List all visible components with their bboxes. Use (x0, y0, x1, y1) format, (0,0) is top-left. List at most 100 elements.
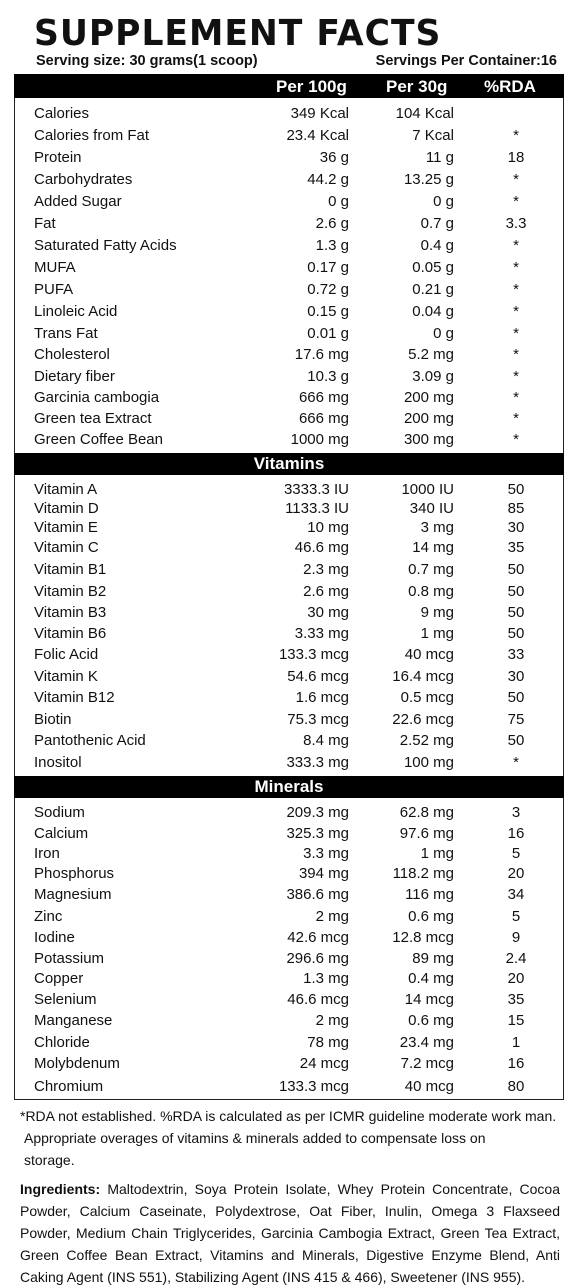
value-per-30g: 0.6 mg (408, 1012, 454, 1029)
table-row: Trans Fat 0.01 g 0 g * (14, 323, 564, 345)
ingredients-text: Maltodextrin, Soya Protein Isolate, Whey… (20, 1181, 560, 1285)
value-per-30g: 104 Kcal (395, 105, 454, 122)
value-per-30g: 89 mg (412, 950, 454, 967)
value-rda: 34 (507, 886, 525, 903)
nutrient-name: Vitamin A (34, 481, 98, 498)
value-per-100g: 23.4 Kcal (286, 127, 349, 144)
value-rda: 50 (507, 583, 525, 600)
serving-size: Serving size: 30 grams(1 scoop) (36, 53, 258, 69)
footnote-overages: Appropriate overages of vitamins & miner… (24, 1130, 486, 1146)
value-per-30g: 11 g (425, 149, 454, 166)
table-row: Calories 349 Kcal 104 Kcal (14, 103, 564, 125)
value-per-30g: 340 IU (409, 500, 454, 517)
column-per-100g: Per 100g (276, 77, 347, 96)
value-per-30g: 62.8 mg (399, 804, 454, 821)
value-per-30g: 118.2 mg (392, 865, 454, 882)
value-rda: 33 (507, 646, 525, 663)
value-per-30g: 0.7 mg (408, 561, 454, 578)
value-per-30g: 7 Kcal (412, 127, 454, 144)
table-row: Zinc 2 mg 0.6 mg 5 (14, 906, 564, 928)
nutrient-name: Fat (34, 215, 56, 232)
nutrient-name: Iron (34, 845, 60, 862)
table-row: Selenium 46.6 mcg 14 mcg 35 (14, 989, 564, 1011)
value-per-100g: 394 mg (298, 865, 349, 882)
value-per-100g: 386.6 mg (286, 886, 349, 903)
value-per-100g: 2 mg (315, 1012, 349, 1029)
nutrient-name: Vitamin B12 (34, 689, 115, 706)
table-row: Carbohydrates 44.2 g 13.25 g * (14, 169, 564, 191)
table-row: MUFA 0.17 g 0.05 g * (14, 257, 564, 279)
value-per-30g: 16.4 mcg (392, 668, 454, 685)
value-rda: * (513, 193, 519, 210)
nutrient-name: Calcium (34, 825, 89, 842)
value-rda: * (513, 368, 519, 385)
value-per-30g: 200 mg (403, 410, 454, 427)
table-row: Chloride 78 mg 23.4 mg 1 (14, 1032, 564, 1054)
value-per-100g: 24 mcg (299, 1055, 349, 1072)
value-per-30g: 0.04 g (412, 303, 454, 320)
value-per-30g: 0.05 g (412, 259, 454, 276)
value-per-100g: 666 mg (298, 389, 349, 406)
nutrient-name: Dietary fiber (34, 368, 115, 385)
table-row: Biotin 75.3 mcg 22.6 mcg 75 (14, 709, 564, 731)
nutrient-name: Manganese (34, 1012, 113, 1029)
nutrient-name: Inositol (34, 754, 82, 771)
value-rda: * (513, 259, 519, 276)
table-row: Chromium 133.3 mcg 40 mcg 80 (14, 1076, 564, 1098)
table-row: Saturated Fatty Acids 1.3 g 0.4 g * (14, 235, 564, 257)
value-rda: 50 (507, 625, 525, 642)
value-per-30g: 14 mg (412, 539, 454, 556)
value-per-30g: 9 mg (420, 604, 454, 621)
value-rda: 9 (511, 929, 521, 946)
value-rda: * (513, 171, 519, 188)
value-rda: 35 (507, 991, 525, 1008)
value-per-100g: 8.4 mg (303, 732, 349, 749)
value-per-30g: 40 mcg (404, 1078, 454, 1095)
value-per-100g: 44.2 g (307, 171, 349, 188)
table-row: Cholesterol 17.6 mg 5.2 mg * (14, 344, 564, 366)
value-per-100g: 666 mg (298, 410, 349, 427)
nutrient-name: Saturated Fatty Acids (34, 237, 177, 254)
value-rda: * (513, 237, 519, 254)
footnote-rda: *RDA not established. %RDA is calculated… (20, 1108, 557, 1124)
table-row: Vitamin C 46.6 mg 14 mg 35 (14, 537, 564, 559)
table-row: Molybdenum 24 mcg 7.2 mcg 16 (14, 1053, 564, 1075)
table-row: Vitamin B2 2.6 mg 0.8 mg 50 (14, 581, 564, 603)
value-per-100g: 0.72 g (307, 281, 349, 298)
value-rda: * (513, 303, 519, 320)
value-rda: 2.4 (505, 950, 527, 967)
value-rda: 50 (507, 732, 525, 749)
value-rda: * (513, 325, 519, 342)
servings-per-container: Servings Per Container:16 (375, 53, 557, 69)
nutrient-name: Vitamin B3 (34, 604, 107, 621)
value-per-30g: 5.2 mg (408, 346, 454, 363)
column-header-bar: Per 100g Per 30g %RDA (14, 74, 564, 98)
nutrient-name: Calories (34, 105, 90, 122)
value-per-30g: 0.5 mcg (400, 689, 454, 706)
value-rda: 3 (511, 804, 521, 821)
value-per-100g: 1.6 mcg (295, 689, 349, 706)
nutrient-name: Sodium (34, 804, 85, 821)
table-row: Vitamin B3 30 mg 9 mg 50 (14, 602, 564, 624)
value-rda: 50 (507, 481, 525, 498)
vitamins-header: Vitamins (14, 453, 564, 475)
value-per-30g: 1 mg (420, 845, 454, 862)
value-rda: * (513, 754, 519, 771)
table-row: Green tea Extract 666 mg 200 mg * (14, 408, 564, 430)
value-rda: 5 (511, 908, 521, 925)
value-per-30g: 0.6 mg (408, 908, 454, 925)
nutrient-name: Vitamin B6 (34, 625, 107, 642)
value-per-30g: 22.6 mcg (392, 711, 454, 728)
value-per-100g: 2.6 g (315, 215, 349, 232)
column-per-30g: Per 30g (386, 77, 448, 96)
value-per-100g: 0.15 g (307, 303, 349, 320)
value-per-100g: 1000 mg (290, 431, 349, 448)
table-row: Green Coffee Bean 1000 mg 300 mg * (14, 429, 564, 451)
value-per-100g: 2.3 mg (303, 561, 349, 578)
value-per-100g: 2 mg (315, 908, 349, 925)
value-rda: * (513, 127, 519, 144)
page-title: SUPPLEMENT FACTS (34, 13, 442, 54)
table-row: Magnesium 386.6 mg 116 mg 34 (14, 884, 564, 906)
value-rda: 1 (511, 1034, 521, 1051)
value-per-30g: 23.4 mg (399, 1034, 454, 1051)
